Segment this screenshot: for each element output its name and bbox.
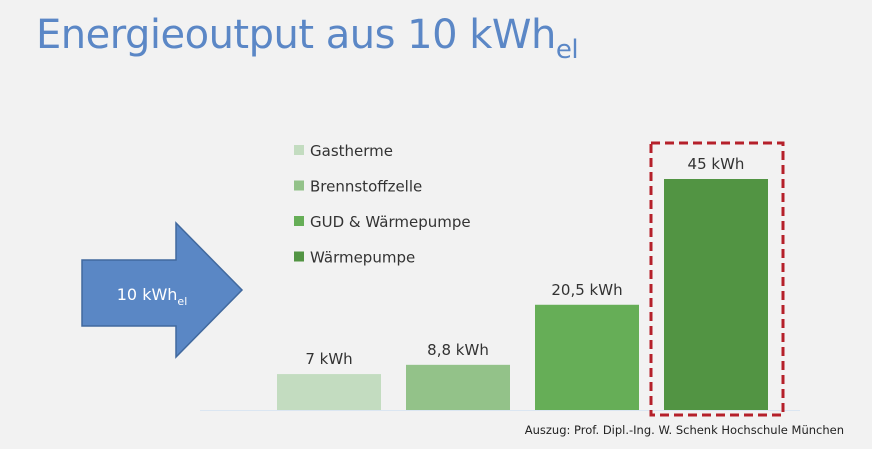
data-label-2: 20,5 kWh xyxy=(551,281,622,299)
legend-label-3: Wärmepumpe xyxy=(310,249,415,267)
data-label-0: 7 kWh xyxy=(305,350,352,368)
bar-0 xyxy=(277,374,381,410)
highlight-box xyxy=(649,141,785,417)
source-note: Auszug: Prof. Dipl.-Ing. W. Schenk Hochs… xyxy=(524,423,844,437)
legend-swatch-3 xyxy=(294,251,304,262)
legend-label-0: Gastherme xyxy=(310,142,393,160)
data-label-1: 8,8 kWh xyxy=(427,341,489,359)
legend-swatch-2 xyxy=(294,216,304,226)
page-title: Energieoutput aus 10 kWhel xyxy=(36,12,579,65)
input-arrow-label: 10 kWhel xyxy=(117,285,188,308)
bar-3 xyxy=(664,179,768,410)
legend-label-2: GUD & Wärmepumpe xyxy=(310,213,471,231)
bar-2 xyxy=(535,304,639,410)
legend-swatch-1 xyxy=(294,180,304,191)
title-main: Energieoutput aus 10 kWh xyxy=(36,12,556,58)
legend-swatch-0 xyxy=(294,145,304,155)
legend-label-1: Brennstoffzelle xyxy=(310,178,422,196)
title-subscript: el xyxy=(555,35,579,65)
arrow-right-icon xyxy=(81,221,244,359)
bar-1 xyxy=(406,364,510,410)
data-label-3: 45 kWh xyxy=(688,155,745,173)
